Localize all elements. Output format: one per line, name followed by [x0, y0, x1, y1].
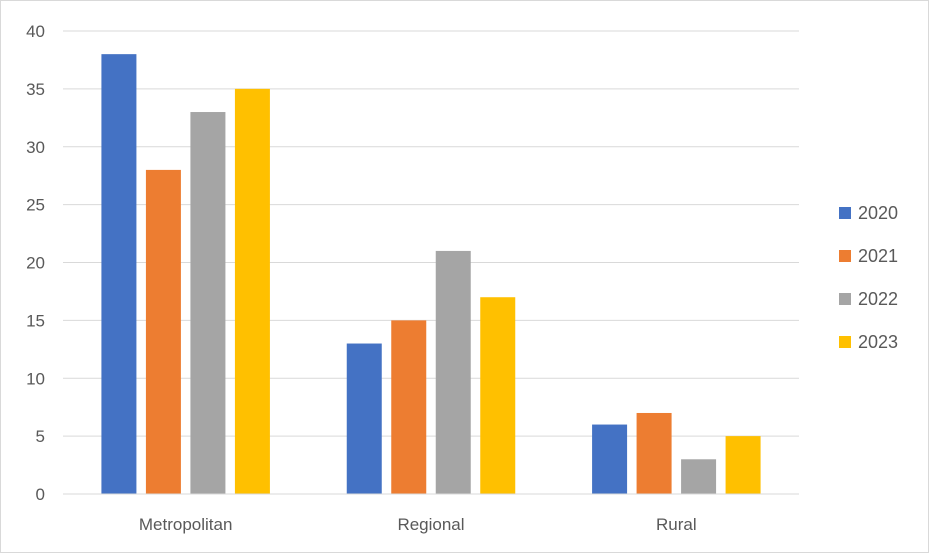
- legend-label: 2022: [858, 289, 898, 309]
- y-tick-label: 0: [36, 485, 45, 504]
- legend-swatch: [839, 250, 851, 262]
- x-tick-label: Rural: [656, 515, 697, 534]
- y-tick-label: 35: [26, 80, 45, 99]
- y-axis-tick-labels: 0 5 10 15 20 25 30 35 40: [26, 22, 45, 504]
- legend-swatch: [839, 293, 851, 305]
- gridlines: [63, 30, 799, 437]
- bars: [101, 54, 761, 495]
- x-tick-label: Regional: [397, 515, 464, 534]
- legend-item-2022: 2022: [839, 289, 898, 309]
- y-tick-label: 40: [26, 22, 45, 41]
- y-tick-label: 25: [26, 196, 45, 215]
- legend-item-2023: 2023: [839, 332, 898, 352]
- legend-item-2021: 2021: [839, 246, 898, 266]
- bar-rural-2020: [592, 424, 628, 494]
- bar-regional-2021: [391, 320, 427, 494]
- bar-rural-2022: [681, 459, 717, 494]
- bar-rural-2023: [725, 436, 761, 494]
- bar-regional-2023: [480, 297, 516, 494]
- y-tick-label: 10: [26, 369, 45, 388]
- legend-label: 2023: [858, 332, 898, 352]
- legend-swatch: [839, 336, 851, 348]
- x-tick-label: Metropolitan: [139, 515, 233, 534]
- y-tick-label: 15: [26, 311, 45, 330]
- bar-metropolitan-2020: [101, 54, 137, 495]
- legend-swatch: [839, 207, 851, 219]
- legend-item-2020: 2020: [839, 203, 898, 223]
- bar-metropolitan-2022: [190, 112, 226, 495]
- y-tick-label: 20: [26, 254, 45, 273]
- x-axis-category-labels: Metropolitan Regional Rural: [139, 515, 697, 534]
- legend: 2020 2021 2022 2023: [839, 203, 898, 352]
- y-tick-label: 5: [36, 427, 45, 446]
- bar-metropolitan-2021: [145, 169, 181, 494]
- bar-metropolitan-2023: [234, 88, 270, 494]
- legend-label: 2021: [858, 246, 898, 266]
- legend-label: 2020: [858, 203, 898, 223]
- bar-regional-2022: [435, 250, 471, 494]
- y-tick-label: 30: [26, 138, 45, 157]
- bar-rural-2021: [636, 412, 672, 494]
- bar-regional-2020: [346, 343, 382, 494]
